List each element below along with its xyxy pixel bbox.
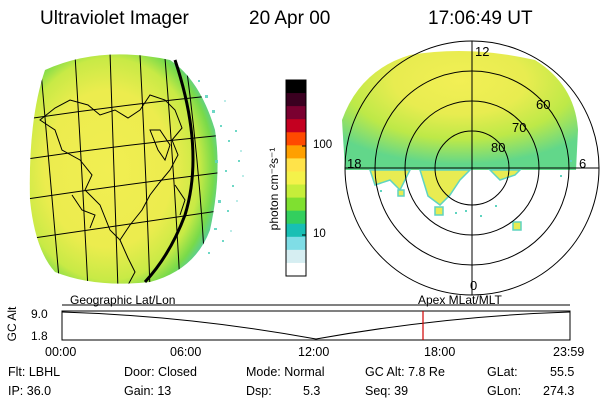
- colorbar-segment: [286, 106, 306, 120]
- status-dsp-value: 5.3: [303, 384, 321, 398]
- colorbar-segment: [286, 132, 306, 146]
- polar-mlt-plot: [342, 40, 600, 296]
- mlt-label-18: 18: [347, 156, 362, 171]
- time-label: 17:06:49 UT: [428, 8, 533, 29]
- status-door: Door: Closed: [124, 365, 197, 379]
- time-tick-2359: 23:59: [553, 345, 585, 359]
- status-glon-value: 274.3: [543, 384, 575, 398]
- colorbar-tick-100: 100: [313, 139, 333, 151]
- colorbar-segment: [286, 262, 306, 277]
- gc-alt-axis-label: GC Alt: [5, 306, 19, 342]
- instrument-title: Ultraviolet Imager: [40, 8, 189, 29]
- colorbar-segment: [286, 223, 306, 238]
- colorbar-segment: [286, 236, 306, 251]
- status-dsp-label: Dsp:: [246, 384, 272, 398]
- status-gc-alt: GC Alt: 7.8 Re: [365, 365, 445, 379]
- lat-label-60: 60: [536, 97, 551, 112]
- colorbar-segment: [286, 171, 306, 186]
- time-tick-1200: 12:00: [298, 345, 330, 359]
- colorbar-unit-label: photon cm⁻²s⁻¹: [267, 147, 281, 231]
- mlt-label-12: 12: [475, 44, 490, 59]
- colorbar-segment: [286, 249, 306, 264]
- apex-mlat-mlt-label: Apex MLat/MLT: [418, 293, 502, 307]
- status-gain: Gain: 13: [124, 384, 172, 398]
- status-mode: Mode: Normal: [246, 365, 325, 379]
- status-glat-label: GLat:: [487, 365, 518, 379]
- colorbar-segment: [286, 184, 306, 199]
- colorbar-border: [285, 79, 307, 277]
- status-glat-value: 55.5: [550, 365, 575, 379]
- colorbar-segment: [286, 93, 306, 107]
- time-tick-0000: 00:00: [45, 345, 77, 359]
- alt-tick-high: 9.0: [31, 307, 48, 321]
- status-seq: Seq: 39: [365, 384, 409, 398]
- lat-label-70: 70: [512, 120, 527, 135]
- colorbar-tick-10: 10: [313, 228, 326, 240]
- status-glon-label: GLon:: [487, 384, 522, 398]
- colorbar-segment: [286, 80, 306, 94]
- mlt-label-0: 0: [470, 278, 478, 293]
- time-tick-1800: 18:00: [424, 345, 456, 359]
- colorbar: [285, 79, 307, 277]
- colorbar-segment: [286, 119, 306, 133]
- colorbar-segment: [286, 145, 306, 159]
- status-flt: Flt: LBHL: [8, 365, 61, 379]
- alt-tick-low: 1.8: [31, 329, 48, 343]
- lat-label-80: 80: [491, 140, 506, 155]
- altitude-strip: [61, 304, 571, 341]
- colorbar-segment: [286, 197, 306, 212]
- colorbar-segment: [286, 158, 306, 172]
- time-tick-0600: 06:00: [170, 345, 202, 359]
- date-label: 20 Apr 00: [249, 8, 331, 29]
- mlt-label-6: 6: [579, 156, 587, 171]
- colorbar-segment: [286, 210, 306, 225]
- status-ip: IP: 36.0: [8, 384, 52, 398]
- geographic-latlon-label: Geographic Lat/Lon: [70, 293, 176, 307]
- geographic-earth-image: [29, 54, 244, 284]
